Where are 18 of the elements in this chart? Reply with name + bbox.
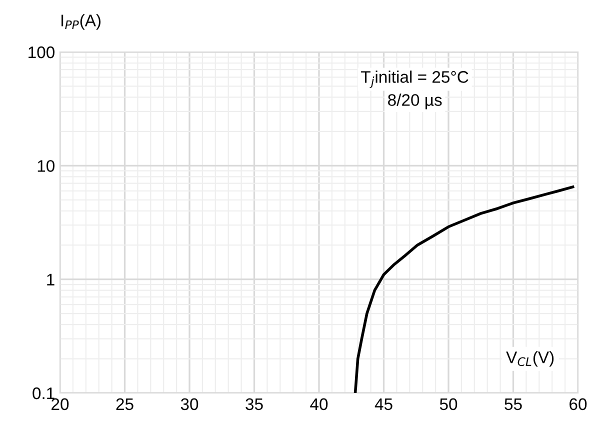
x-axis-title: V$_{CL}$(V): [506, 351, 554, 367]
y-tick-label: 10: [38, 160, 54, 172]
line-series: [354, 186, 574, 393]
annotation: T$_{j}$initial = 25°C: [361, 70, 468, 88]
annotation: 8/20 µs: [388, 94, 442, 110]
x-tick-label: 60: [570, 398, 587, 410]
x-tick-label: 50: [440, 398, 458, 410]
x-tick-label: 20: [52, 398, 69, 410]
x-tick-label: 35: [246, 398, 263, 410]
y-tick-label: 100: [28, 46, 54, 58]
x-tick-label: 25: [116, 398, 134, 410]
x-tick-label: 55: [504, 398, 522, 410]
x-tick-label: 45: [374, 398, 392, 410]
x-tick-label: 30: [180, 398, 198, 410]
y-tick-label: 1: [47, 274, 54, 286]
y-tick-label: 0.1: [32, 387, 54, 400]
x-tick-label: 40: [310, 398, 328, 410]
y-axis-title: I$_{PP}$(A): [62, 14, 100, 30]
